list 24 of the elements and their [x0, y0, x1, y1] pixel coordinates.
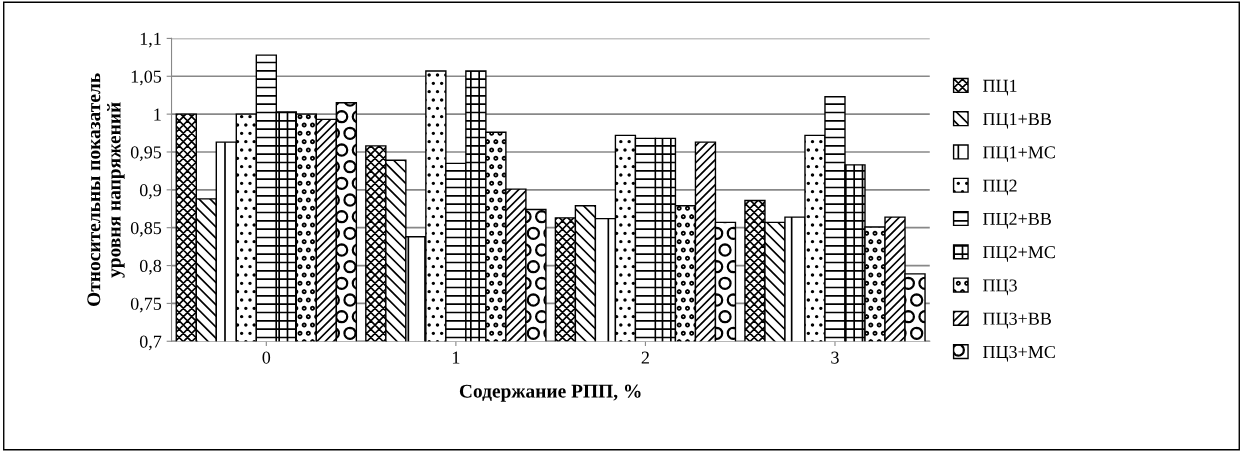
x-tick-label: 1: [452, 351, 460, 364]
y-tick-label: 1,05: [131, 70, 162, 86]
x-tick-label: 0: [262, 351, 271, 364]
x-tick-label: 3: [831, 351, 839, 364]
x-tick-label: 2: [641, 351, 649, 364]
y-tick-label: 0,95: [130, 146, 162, 162]
legend-label: ПЦ3+МС: [983, 345, 1055, 362]
legend-label: ПЦ1+ВВ: [983, 113, 1051, 129]
y-tick-label: 1: [154, 108, 161, 121]
legend-label: ПЦ2+ВВ: [983, 212, 1051, 229]
y-tick-label: 1,1: [140, 32, 161, 48]
y-axis-title: Относительны показатель уровня напряжений: [87, 73, 125, 306]
y-tick-label: 0,9: [139, 184, 162, 199]
y-tick-label: 0,85: [130, 221, 162, 237]
y-tick-label: 0,75: [130, 297, 162, 313]
legend-label: ПЦ1+МС: [983, 146, 1055, 163]
legend-label: ПЦ1: [983, 79, 1017, 96]
legend-label: ПЦ2: [983, 179, 1017, 196]
legend-label: ПЦ2+МС: [983, 246, 1055, 262]
x-axis-title: Содержание РПП, %: [459, 384, 641, 402]
legend-label: ПЦ3+ВВ: [983, 312, 1051, 329]
legend-label: ПЦ3: [983, 279, 1017, 296]
y-tick-label: 0,8: [139, 259, 162, 275]
y-tick-label: 0,7: [139, 335, 162, 351]
